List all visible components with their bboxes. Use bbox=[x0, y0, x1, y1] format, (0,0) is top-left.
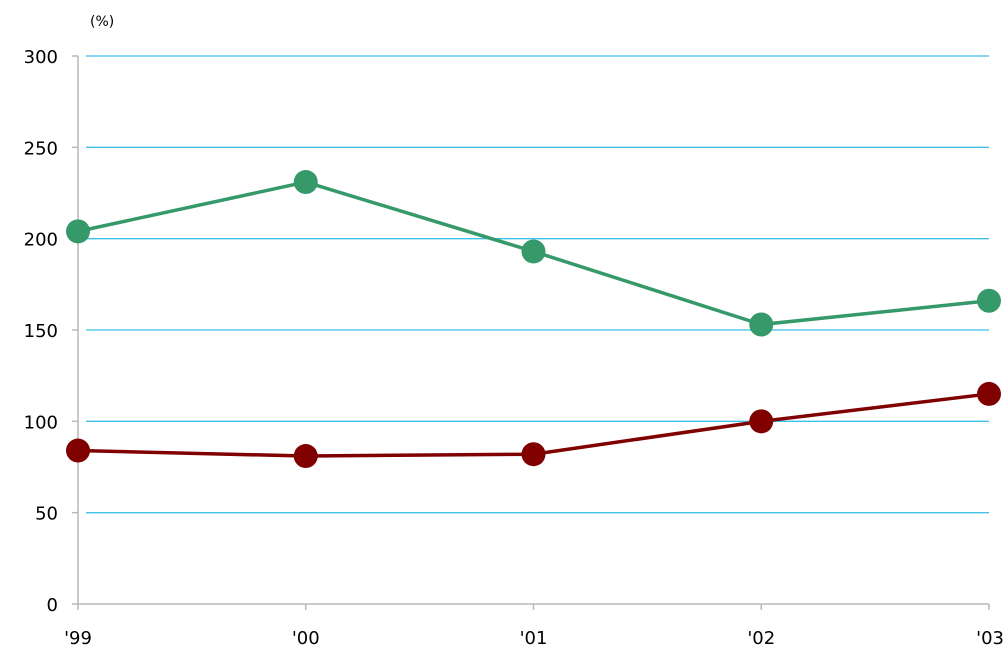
series-1-point bbox=[749, 312, 774, 337]
y-tick-label: 150 bbox=[24, 321, 58, 342]
gridlines bbox=[86, 55, 989, 514]
series-2-point bbox=[66, 438, 90, 463]
series-1-point bbox=[66, 219, 90, 244]
series-2-point bbox=[293, 444, 318, 469]
x-tick-label: '02 bbox=[747, 628, 775, 649]
series-1-point bbox=[293, 170, 318, 195]
x-tick-label: '03 bbox=[976, 628, 1004, 649]
y-unit-label: (%) bbox=[90, 14, 114, 30]
axes bbox=[72, 55, 990, 610]
y-tick-label: 0 bbox=[47, 595, 58, 616]
y-tick-label: 200 bbox=[24, 230, 58, 251]
series bbox=[66, 170, 1001, 469]
y-tick-label: 100 bbox=[24, 412, 58, 433]
y-tick-label: 50 bbox=[35, 504, 58, 525]
series-2-point bbox=[749, 409, 774, 434]
series-2-point bbox=[977, 381, 1001, 406]
x-tick-label: '01 bbox=[520, 628, 548, 649]
y-tick-label: 300 bbox=[24, 47, 58, 68]
series-1-point bbox=[977, 288, 1001, 313]
y-tick-labels: 0 50 100 150 200 250 300 bbox=[24, 47, 58, 616]
x-tick-label: '00 bbox=[292, 628, 320, 649]
x-tick-label: '99 bbox=[64, 628, 92, 649]
series-2-point bbox=[521, 442, 546, 467]
series-1-point bbox=[521, 239, 546, 264]
y-tick-label: 250 bbox=[24, 138, 58, 159]
x-tick-labels: '99 '00 '01 '02 '03 bbox=[64, 628, 1004, 649]
